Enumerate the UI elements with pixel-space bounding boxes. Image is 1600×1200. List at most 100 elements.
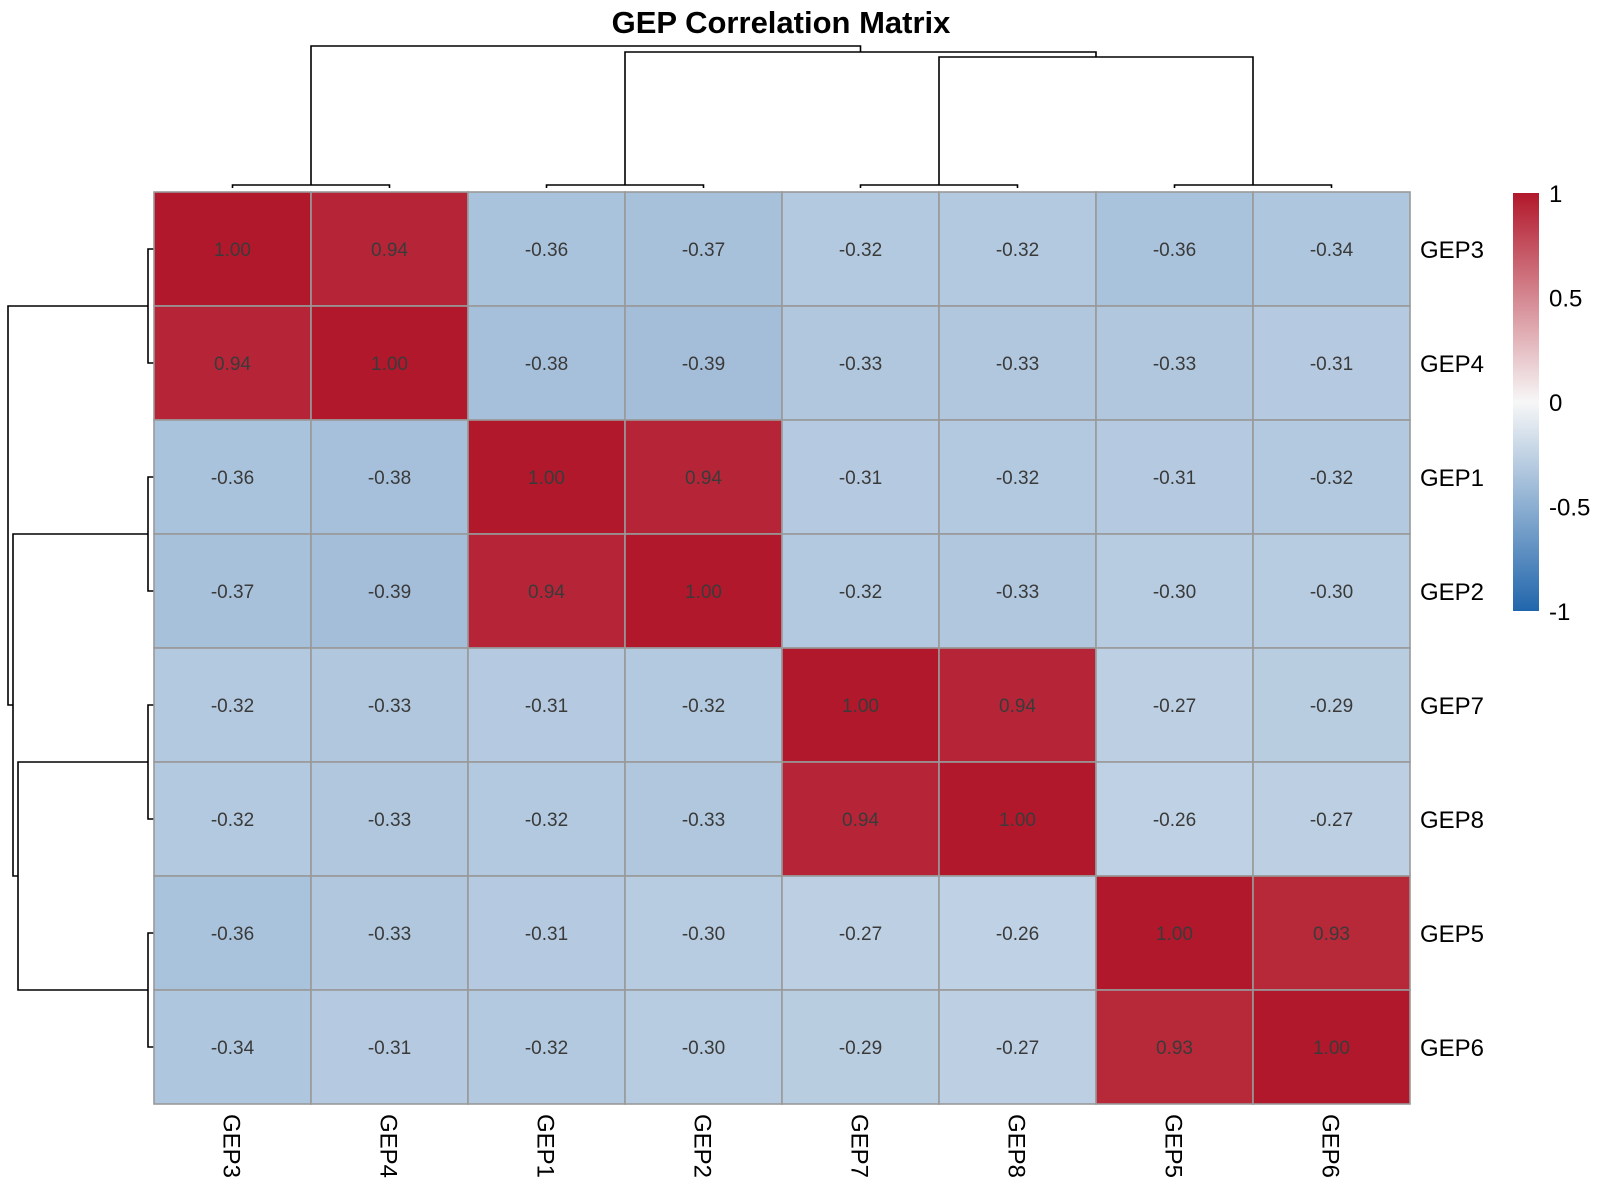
row-dendrogram-branch	[147, 932, 154, 1048]
cell-value-label: -0.33	[996, 582, 1039, 603]
cell-value-label: -0.33	[1153, 354, 1196, 375]
heatmap-cell-gep6-gep8	[938, 989, 1097, 1105]
heatmap-cell-gep1-gep4	[310, 419, 469, 535]
column-label-gep4: GEP4	[375, 1114, 402, 1178]
heatmap-cell-gep2-gep7	[781, 533, 940, 649]
heatmap-cell-gep6-gep2	[624, 989, 783, 1105]
cell-value-label: 0.93	[1313, 924, 1350, 945]
cell-value-label: 0.93	[1156, 1038, 1193, 1059]
heatmap-cell-gep5-gep4	[310, 875, 469, 991]
cell-value-label: -0.30	[1310, 582, 1353, 603]
cell-value-label: 1.00	[1313, 1038, 1350, 1059]
cell-value-label: -0.32	[211, 696, 254, 717]
cell-value-label: -0.29	[1310, 696, 1353, 717]
heatmap-cell-gep3-gep4	[310, 191, 469, 307]
heatmap-cell-gep2-gep1	[467, 533, 626, 649]
row-dendrogram-branch	[147, 704, 154, 820]
column-label-gep6: GEP6	[1317, 1114, 1344, 1178]
legend-tick-label: -0.5	[1549, 495, 1590, 522]
row-dendrogram-branch	[7, 305, 148, 706]
heatmap-cell-gep3-gep3	[153, 191, 312, 307]
row-label-gep4: GEP4	[1420, 351, 1484, 378]
cell-value-label: -0.32	[682, 696, 725, 717]
cell-value-label: -0.36	[1153, 240, 1196, 261]
heatmap-cell-gep4-gep6	[1252, 305, 1411, 421]
cell-value-label: -0.31	[368, 1038, 411, 1059]
heatmap-cell-gep6-gep1	[467, 989, 626, 1105]
column-label-gep7: GEP7	[846, 1114, 873, 1178]
cell-value-label: -0.33	[839, 354, 882, 375]
heatmap-cell-gep5-gep5	[1095, 875, 1254, 991]
heatmap-cell-gep1-gep3	[153, 419, 312, 535]
heatmap-cell-gep8-gep8	[938, 761, 1097, 877]
cell-value-label: -0.27	[1153, 696, 1196, 717]
cell-value-label: -0.30	[682, 1038, 725, 1059]
heatmap-cell-gep8-gep1	[467, 761, 626, 877]
cell-value-label: 1.00	[1156, 924, 1193, 945]
row-dendrogram-branch	[147, 476, 154, 592]
heatmap-cell-gep6-gep3	[153, 989, 312, 1105]
heatmap-cell-gep1-gep2	[624, 419, 783, 535]
cell-value-label: 1.00	[214, 240, 251, 261]
cell-value-label: -0.27	[1310, 810, 1353, 831]
cell-value-label: -0.32	[525, 810, 568, 831]
cell-value-label: -0.29	[839, 1038, 882, 1059]
cell-value-label: -0.36	[525, 240, 568, 261]
color-legend: 1 0.5 0 -0.5 -1	[1513, 181, 1590, 626]
cell-value-label: -0.30	[1153, 582, 1196, 603]
row-label-gep7: GEP7	[1420, 693, 1484, 720]
heatmap-cell-gep3-gep2	[624, 191, 783, 307]
cell-value-label: 1.00	[528, 468, 565, 489]
column-dendrogram-branch	[545, 184, 705, 188]
heatmap-cell-gep7-gep7	[781, 647, 940, 763]
cell-value-label: -0.31	[1153, 468, 1196, 489]
cell-value-label: -0.26	[996, 924, 1039, 945]
cell-value-label: -0.36	[211, 924, 254, 945]
column-dendrogram-branch	[1173, 184, 1333, 188]
heatmap-cell-gep3-gep6	[1252, 191, 1411, 307]
heatmap-cell-gep2-gep2	[624, 533, 783, 649]
cell-value-label: 0.94	[999, 696, 1036, 717]
heatmap-cell-gep7-gep8	[938, 647, 1097, 763]
legend-tick-label: -1	[1549, 599, 1570, 626]
row-dendrogram-branch	[12, 533, 148, 877]
cell-value-label: -0.32	[1310, 468, 1353, 489]
cell-value-label: -0.32	[525, 1038, 568, 1059]
cell-value-label: -0.31	[525, 696, 568, 717]
cell-value-label: -0.26	[1153, 810, 1196, 831]
heatmap-cell-gep5-gep1	[467, 875, 626, 991]
cell-value-label: -0.33	[368, 696, 411, 717]
heatmap-cell-gep1-gep1	[467, 419, 626, 535]
heatmap-cell-gep1-gep6	[1252, 419, 1411, 535]
column-labels: GEP3 GEP4 GEP1 GEP2 GEP7 GEP8 GEP5 GEP6	[218, 1114, 1344, 1178]
column-dendrogram-branch	[231, 184, 391, 188]
heatmap-cell-gep3-gep7	[781, 191, 940, 307]
chart-title: GEP Correlation Matrix	[612, 5, 952, 40]
column-label-gep3: GEP3	[218, 1114, 245, 1178]
heatmap-cell-gep6-gep7	[781, 989, 940, 1105]
cell-value-label: -0.34	[1310, 240, 1354, 261]
cell-value-label: -0.27	[839, 924, 882, 945]
cell-value-label: 0.94	[528, 582, 565, 603]
heatmap-cell-gep1-gep8	[938, 419, 1097, 535]
cell-value-label: -0.34	[211, 1038, 255, 1059]
heatmap-cell-gep8-gep5	[1095, 761, 1254, 877]
cell-value-label: -0.37	[682, 240, 725, 261]
heatmap-cell-gep7-gep5	[1095, 647, 1254, 763]
heatmap-cell-gep8-gep7	[781, 761, 940, 877]
legend-color-bar	[1513, 193, 1539, 611]
row-label-gep2: GEP2	[1420, 579, 1484, 606]
heatmap-cell-gep5-gep6	[1252, 875, 1411, 991]
cell-value-label: -0.39	[368, 582, 411, 603]
heatmap-cell-labels: 1.00 0.94 -0.36 -0.37 -0.32 -0.32 -0.36 -0.34 0.…	[211, 240, 1354, 1059]
cell-value-label: -0.27	[996, 1038, 1039, 1059]
row-dendrogram-branch	[17, 761, 148, 991]
cell-value-label: 0.94	[685, 468, 722, 489]
heatmap-cell-gep1-gep5	[1095, 419, 1254, 535]
cell-value-label: -0.32	[996, 468, 1039, 489]
row-dendrogram-branch	[147, 248, 154, 364]
column-dendrogram-branch	[310, 45, 862, 185]
row-dendrogram	[7, 248, 154, 1048]
heatmap-cell-gep6-gep4	[310, 989, 469, 1105]
column-label-gep5: GEP5	[1160, 1114, 1187, 1178]
